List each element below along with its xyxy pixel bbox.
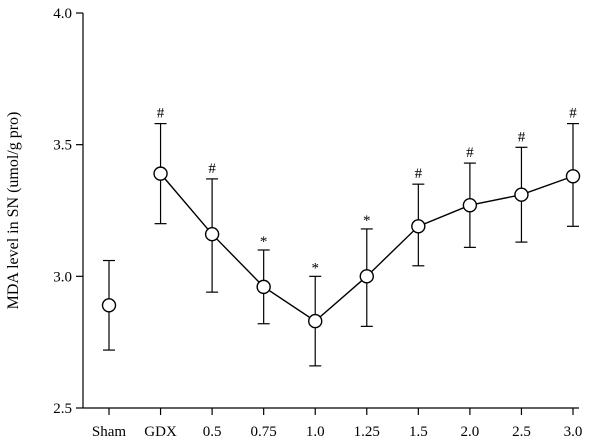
x-tick-label: 2.0 xyxy=(461,424,480,440)
data-point xyxy=(514,187,529,202)
asterisk-annotation: * xyxy=(260,234,268,250)
asterisk-annotation: * xyxy=(311,260,319,276)
y-tick-label: 3.0 xyxy=(53,269,72,285)
asterisk-annotation: * xyxy=(363,213,371,229)
data-point xyxy=(411,219,426,234)
hash-annotation: # xyxy=(466,145,474,161)
data-point xyxy=(359,269,374,284)
x-tick-label: 1.25 xyxy=(354,424,380,440)
x-tick-label: Sham xyxy=(92,424,127,440)
axes: 2.5 3.0 3.5 4.0 Sham GDX 0.5 0.75 1.0 1.25 1.5 2.0 2… xyxy=(53,6,582,440)
data-point xyxy=(204,226,220,242)
hash-annotation: # xyxy=(415,166,423,182)
data-point xyxy=(153,166,168,181)
x-tick-label: 0.5 xyxy=(203,424,222,440)
y-tick-label: 2.5 xyxy=(53,401,72,417)
x-tick-label: 1.0 xyxy=(306,424,325,440)
x-tick-label: 0.75 xyxy=(251,424,277,440)
hash-annotation: # xyxy=(208,161,216,177)
significance-annotations: # # * * * # # # # xyxy=(157,106,577,277)
data-point xyxy=(308,313,323,329)
data-point xyxy=(462,198,478,213)
x-tick-label: 1.5 xyxy=(409,424,428,440)
data-point xyxy=(256,279,271,295)
data-point xyxy=(565,169,581,184)
y-tick-label: 3.5 xyxy=(53,138,72,154)
data-points xyxy=(101,166,581,329)
hash-annotation: # xyxy=(157,106,165,122)
x-tick-label: 2.5 xyxy=(512,424,531,440)
y-tick-label: 4.0 xyxy=(53,6,72,22)
data-point xyxy=(101,298,117,313)
hash-annotation: # xyxy=(569,106,577,122)
x-tick-label: GDX xyxy=(144,424,177,440)
x-tick-label: 3.0 xyxy=(564,424,583,440)
error-bars xyxy=(103,122,579,367)
y-axis-title: MDA level in SN (umol/g pro) xyxy=(5,112,22,310)
hash-annotation: # xyxy=(518,129,526,145)
